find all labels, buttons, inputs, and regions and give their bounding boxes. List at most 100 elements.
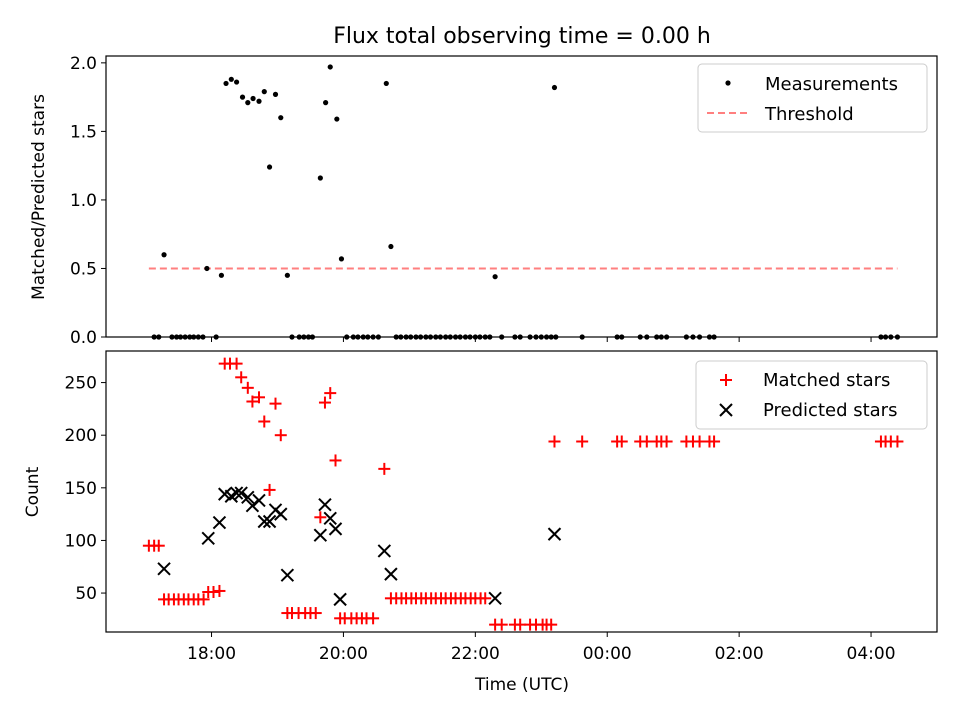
measurement-point bbox=[323, 100, 329, 106]
chart-title: Flux total observing time = 0.00 h bbox=[333, 24, 711, 49]
measurement-point bbox=[888, 334, 894, 340]
legend-predicted-marker bbox=[719, 403, 733, 417]
measurement-point bbox=[365, 334, 371, 340]
measurement-point bbox=[457, 334, 463, 340]
measurement-point bbox=[894, 334, 901, 340]
predicted-stars-point bbox=[274, 507, 288, 521]
y-tick-label: 100 bbox=[65, 531, 97, 551]
measurement-point bbox=[388, 243, 394, 250]
matched-stars-point bbox=[378, 462, 391, 475]
matched-stars-point bbox=[213, 584, 226, 597]
predicted-stars-point bbox=[229, 486, 244, 500]
legend-matched-label: Matched stars bbox=[763, 370, 890, 391]
measurement-point bbox=[472, 334, 478, 340]
measurement-point bbox=[408, 334, 414, 340]
measurement-point bbox=[187, 334, 193, 340]
legend-threshold-label: Threshold bbox=[764, 104, 854, 125]
measurement-point bbox=[317, 175, 323, 181]
measurement-point bbox=[482, 334, 488, 340]
measurement-point bbox=[417, 334, 424, 340]
measurement-point bbox=[437, 334, 443, 340]
predicted-stars-point bbox=[318, 497, 332, 512]
measurement-point bbox=[477, 334, 483, 340]
measurement-point bbox=[383, 80, 389, 87]
matched-stars-point bbox=[576, 435, 589, 448]
measurement-point bbox=[882, 334, 889, 340]
bottom-points-layer bbox=[142, 357, 904, 631]
measurement-point bbox=[683, 334, 689, 340]
matched-stars-point bbox=[324, 387, 337, 400]
measurement-point bbox=[654, 334, 660, 340]
measurement-point bbox=[284, 272, 290, 278]
measurement-point bbox=[878, 334, 884, 340]
measurement-point bbox=[338, 256, 345, 262]
matched-stars-point bbox=[615, 435, 628, 448]
predicted-stars-point bbox=[201, 531, 215, 546]
y-tick-label: 50 bbox=[75, 584, 97, 604]
measurement-point bbox=[413, 334, 419, 340]
measurement-point bbox=[173, 334, 180, 340]
measurement-point bbox=[690, 334, 696, 340]
measurement-point bbox=[711, 334, 717, 340]
top-legend: Measurements Threshold bbox=[697, 63, 928, 133]
matched-stars-point bbox=[367, 612, 380, 625]
y-tick-label: 0.0 bbox=[70, 328, 97, 348]
measurement-point bbox=[370, 334, 376, 340]
matched-stars-point bbox=[495, 618, 508, 631]
measurement-point bbox=[296, 334, 302, 340]
measurement-point bbox=[644, 334, 650, 340]
measurement-point bbox=[239, 94, 246, 100]
measurement-point bbox=[305, 334, 312, 340]
matched-stars-point bbox=[230, 357, 243, 370]
measurement-point bbox=[538, 334, 544, 340]
measurement-point bbox=[182, 334, 188, 340]
y-tick-label: 250 bbox=[65, 374, 97, 394]
matched-stars-point bbox=[314, 511, 327, 524]
x-tick-label: 00:00 bbox=[583, 644, 632, 664]
predicted-stars-point bbox=[262, 514, 277, 529]
measurement-point bbox=[350, 334, 356, 340]
measurement-point bbox=[344, 334, 350, 340]
y-tick-label: 1.5 bbox=[70, 122, 97, 142]
measurement-point bbox=[233, 79, 240, 85]
measurement-point bbox=[161, 252, 167, 258]
measurement-point bbox=[447, 334, 453, 340]
predicted-stars-point bbox=[257, 514, 271, 529]
x-tick-label: 20:00 bbox=[319, 644, 368, 664]
y-tick-label: 1.0 bbox=[70, 191, 97, 211]
bottom-axes-frame bbox=[105, 350, 938, 633]
measurement-point bbox=[223, 80, 229, 87]
measurement-point bbox=[278, 115, 284, 121]
x-tick-label: 02:00 bbox=[715, 644, 764, 664]
measurement-point bbox=[398, 334, 404, 340]
x-tick-label: 18:00 bbox=[187, 644, 236, 664]
predicted-stars-point bbox=[384, 567, 398, 581]
predicted-stars-point bbox=[313, 528, 328, 542]
measurement-point bbox=[309, 334, 316, 340]
measurement-point bbox=[334, 116, 340, 122]
matched-stars-point bbox=[246, 395, 259, 408]
measurement-point bbox=[403, 334, 409, 340]
measurement-point bbox=[543, 334, 550, 340]
measurement-point bbox=[433, 334, 439, 340]
predicted-stars-point bbox=[234, 486, 248, 500]
predicted-stars-point bbox=[333, 592, 347, 607]
measurement-point bbox=[169, 334, 175, 340]
matched-stars-point bbox=[152, 539, 165, 552]
top-legend-box bbox=[697, 63, 928, 133]
predicted-stars-point bbox=[241, 490, 255, 504]
top-y-axis-label: Matched/Predicted stars bbox=[29, 94, 49, 300]
measurement-point bbox=[452, 334, 459, 340]
predicted-stars-point bbox=[328, 522, 343, 536]
measurement-point bbox=[250, 95, 256, 102]
measurement-point bbox=[204, 265, 210, 272]
legend-predicted-label: Predicted stars bbox=[763, 400, 897, 421]
matched-stars-point bbox=[253, 391, 266, 404]
measurement-point bbox=[467, 334, 473, 340]
predicted-stars-point bbox=[157, 562, 171, 576]
measurement-point bbox=[195, 334, 201, 340]
measurement-point bbox=[706, 334, 713, 340]
bottom-legend: Matched stars Predicted stars bbox=[695, 360, 928, 430]
predicted-stars-point bbox=[280, 568, 295, 582]
